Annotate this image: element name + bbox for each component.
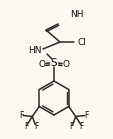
Text: F: F bbox=[79, 122, 83, 131]
Text: F: F bbox=[34, 122, 38, 131]
Text: Cl: Cl bbox=[77, 38, 86, 47]
Text: F: F bbox=[24, 122, 28, 131]
Text: O: O bbox=[38, 59, 45, 69]
Text: NH: NH bbox=[69, 9, 83, 18]
Text: HN: HN bbox=[28, 45, 42, 54]
Text: O: O bbox=[62, 59, 69, 69]
Text: F: F bbox=[69, 122, 73, 131]
Text: S: S bbox=[50, 58, 57, 68]
Text: F: F bbox=[19, 111, 23, 120]
Text: F: F bbox=[84, 111, 88, 120]
